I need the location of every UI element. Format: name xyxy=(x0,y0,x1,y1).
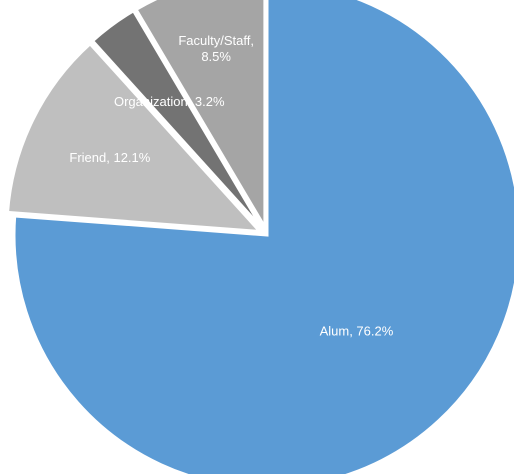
pie-slice-friend xyxy=(5,41,264,234)
data-label-alum: Alum, 76.2% xyxy=(320,323,394,338)
pie-slice-faculty-staff xyxy=(134,0,267,233)
pie-slice-organization xyxy=(90,8,264,230)
data-label-faculty-staff: Faculty/Staff, 8.5% xyxy=(178,33,254,64)
data-label-friend: Friend, 12.1% xyxy=(69,150,150,165)
data-label-organization: Organization, 3.2% xyxy=(114,94,225,109)
pie-slice-alum xyxy=(12,0,514,474)
pie-labels: Alum, 76.2% Friend, 12.1% Organization, 3.… xyxy=(69,33,393,338)
pie-slices xyxy=(5,0,514,474)
